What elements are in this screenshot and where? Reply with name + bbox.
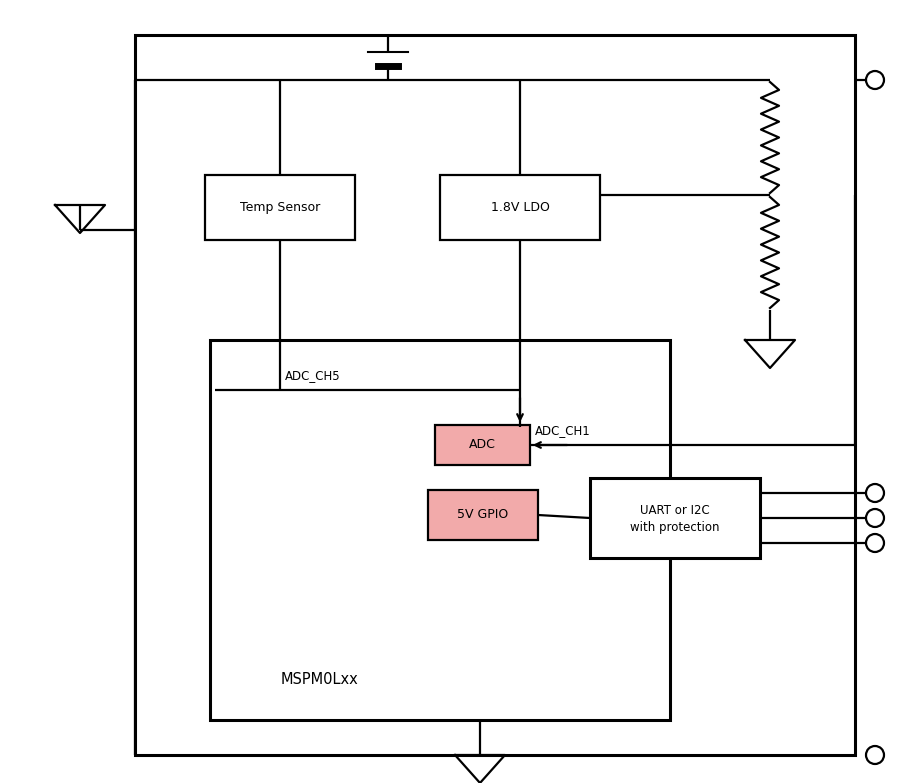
Text: ADC_CH1: ADC_CH1 (535, 424, 591, 437)
Bar (210, 340, 670, 720)
Text: ADC_CH5: ADC_CH5 (285, 369, 341, 382)
Text: ADC: ADC (469, 438, 496, 452)
Bar (590, 478, 760, 558)
Bar (435, 425, 530, 465)
Text: 5V GPIO: 5V GPIO (458, 508, 509, 521)
Text: Temp Sensor: Temp Sensor (240, 201, 320, 214)
Text: UART or I2C: UART or I2C (640, 503, 710, 517)
Text: with protection: with protection (630, 521, 720, 533)
Bar (205, 175, 355, 240)
Text: MSPM0Lxx: MSPM0Lxx (281, 673, 359, 687)
Bar (428, 490, 538, 540)
Text: 1.8V LDO: 1.8V LDO (491, 201, 549, 214)
Bar (440, 175, 600, 240)
Bar (135, 35, 855, 755)
